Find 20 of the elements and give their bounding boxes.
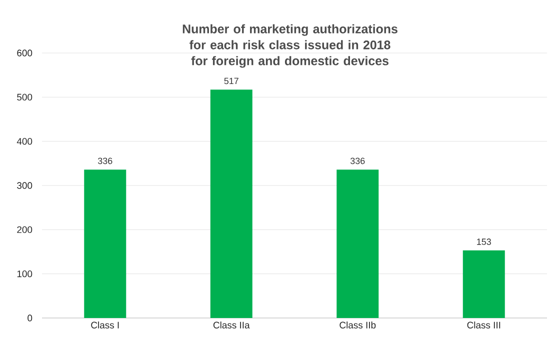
y-tick-label: 100 [17,270,32,278]
data-label: 336 [98,158,112,164]
x-tick-label: Class IIa [213,322,250,328]
y-tick-label: 600 [17,50,32,56]
data-label: 153 [477,238,491,245]
x-tick-label: Class I [91,322,119,328]
bar [84,170,126,318]
chart-title: Number of marketing authorizations for each risk class issued in 2018 for foreign and domestic devices [182,24,398,68]
x-tick-label: Class III [467,322,500,328]
y-tick-label: 300 [17,182,32,189]
y-tick-label: 400 [16,138,32,145]
y-tick-label: 0 [28,314,32,322]
x-tick-label: Class IIb [340,322,376,328]
bar [336,170,379,318]
y-tick-label: 500 [17,94,32,101]
data-label: 517 [224,78,238,84]
y-tick-label: 200 [17,226,32,234]
data-label: 336 [350,158,365,164]
bar [210,90,252,318]
bar [462,250,505,318]
